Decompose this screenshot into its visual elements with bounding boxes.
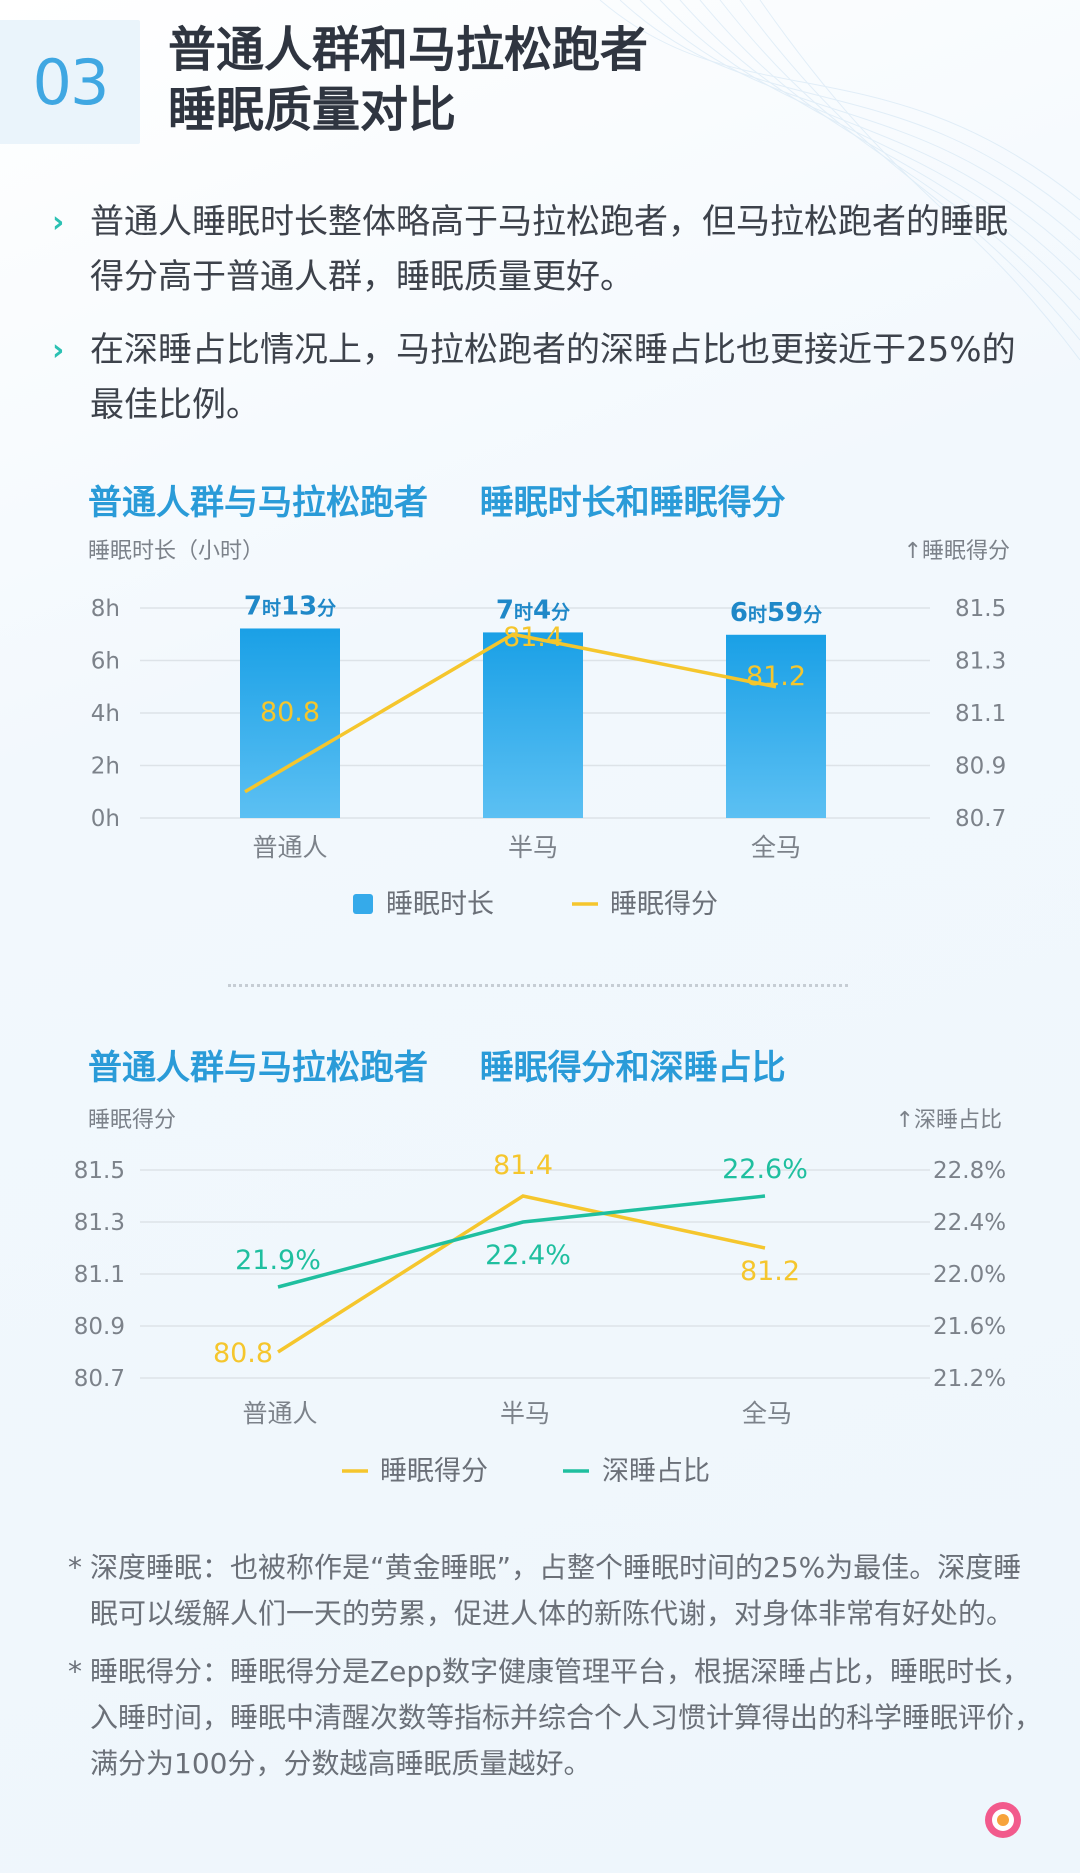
line-data-label: 81.4 — [503, 622, 563, 653]
y2-tick-label: 21.2% — [933, 1366, 1006, 1392]
y2-axis-label: ↑睡眠得分 — [904, 539, 1010, 564]
footnote-star: * — [68, 1551, 82, 1584]
line-data-label: 81.2 — [740, 1256, 800, 1287]
section-header: 03 普通人群和马拉松跑者 睡眠质量对比 — [0, 20, 1080, 144]
line-data-label: 81.2 — [746, 661, 806, 692]
legend-label: 睡眠得分 — [380, 1456, 488, 1487]
y2-tick-label: 80.7 — [955, 806, 1006, 832]
chart2-title-left: 普通人群与马拉松跑者 — [88, 1048, 428, 1088]
brand-logo-icon — [985, 1802, 1021, 1838]
x-tick-label: 半马 — [508, 833, 558, 862]
chart2-title-right: 睡眠得分和深睡占比 — [479, 1048, 786, 1088]
y-tick-label: 80.9 — [74, 1314, 125, 1340]
x-tick-label: 半马 — [500, 1399, 550, 1428]
line-data-label: 22.6% — [722, 1154, 808, 1185]
legend-swatch-bar — [353, 894, 373, 914]
bar-sleep-duration — [483, 632, 583, 818]
chart1-title: 普通人群与马拉松跑者 睡眠时长和睡眠得分 — [88, 475, 786, 524]
line-sleep-score — [244, 632, 777, 794]
y-tick-label: 2h — [91, 754, 120, 780]
section-divider — [228, 984, 848, 987]
y2-tick-label: 80.9 — [955, 754, 1006, 780]
y-tick-label: 80.7 — [74, 1366, 125, 1392]
y-tick-label: 4h — [91, 701, 120, 727]
summary-text: 普通人睡眠时长整体略高于马拉松跑者，但马拉松跑者的睡眠得分高于普通人群，睡眠质量… — [90, 202, 1008, 297]
chart2-title: 普通人群与马拉松跑者 睡眠得分和深睡占比 — [88, 1040, 786, 1089]
y2-tick-label: 22.8% — [933, 1158, 1006, 1184]
bar-sleep-duration — [726, 634, 826, 818]
footnotes: * 深度睡眠：也被称作是“黄金睡眠”，占整个睡眠时间的25%为最佳。深度睡眠可以… — [68, 1545, 1048, 1799]
chart2-score-deep-sleep: 睡眠得分 ↑深睡占比 81.5 22.8% 81.3 22.4% 81.1 22.0% 80.9… — [74, 1108, 1006, 1487]
legend-label: 深睡占比 — [602, 1456, 710, 1487]
footnote: * 睡眠得分：睡眠得分是Zepp数字健康管理平台，根据深睡占比，睡眠时长，入睡时… — [68, 1649, 1048, 1787]
y-tick-label: 6h — [91, 649, 120, 675]
bar-data-label: 7时13分 — [244, 591, 336, 621]
line-sleep-score — [277, 1194, 766, 1354]
line-data-label: 21.9% — [235, 1245, 321, 1276]
y-axis-label: 睡眠得分 — [88, 1108, 176, 1133]
y-tick-label: 0h — [91, 806, 120, 832]
line-deep-sleep — [277, 1194, 766, 1289]
line-data-label: 22.4% — [485, 1240, 571, 1271]
y2-tick-label: 81.1 — [955, 701, 1006, 727]
y2-axis-label: ↑深睡占比 — [896, 1108, 1002, 1133]
y2-tick-label: 22.4% — [933, 1210, 1006, 1236]
summary-item: › 在深睡占比情况上，马拉松跑者的深睡占比也更接近于25%的最佳比例。 — [52, 323, 1032, 433]
bar-data-label: 6时59分 — [730, 598, 822, 628]
title-line-1: 普通人群和马拉松跑者 — [168, 22, 649, 78]
summary-text: 在深睡占比情况上，马拉松跑者的深睡占比也更接近于25%的最佳比例。 — [90, 330, 1016, 425]
y2-tick-label: 21.6% — [933, 1314, 1006, 1340]
y-tick-label: 81.5 — [74, 1158, 125, 1184]
footnote-text: 深度睡眠：也被称作是“黄金睡眠”，占整个睡眠时间的25%为最佳。深度睡眠可以缓解… — [90, 1551, 1022, 1630]
y-tick-label: 81.1 — [74, 1262, 125, 1288]
chart1-title-left: 普通人群与马拉松跑者 — [88, 483, 428, 523]
section-number: 03 — [0, 20, 140, 144]
title-line-2: 睡眠质量对比 — [168, 82, 457, 138]
chart1-sleep-duration-score: 睡眠时长（小时） ↑睡眠得分 8h 81.5 6h 81.3 4h 81.1 2h 80.9 0h 8… — [88, 539, 1010, 920]
chart1-title-right: 睡眠时长和睡眠得分 — [479, 483, 786, 523]
line-data-label: 80.8 — [260, 697, 320, 728]
x-tick-label: 普通人 — [242, 1399, 317, 1428]
wave-decoration — [599, 0, 1080, 361]
x-tick-label: 普通人 — [252, 833, 327, 862]
line-data-label: 81.4 — [493, 1150, 553, 1181]
line-data-label: 80.8 — [213, 1338, 273, 1369]
summary-item: › 普通人睡眠时长整体略高于马拉松跑者，但马拉松跑者的睡眠得分高于普通人群，睡眠… — [52, 195, 1032, 305]
legend-label: 睡眠时长 — [386, 889, 494, 920]
y2-tick-label: 81.5 — [955, 596, 1006, 622]
y-axis-label: 睡眠时长（小时） — [88, 539, 264, 564]
chevron-right-icon: › — [52, 333, 65, 368]
footnote: * 深度睡眠：也被称作是“黄金睡眠”，占整个睡眠时间的25%为最佳。深度睡眠可以… — [68, 1545, 1048, 1637]
y2-tick-label: 22.0% — [933, 1262, 1006, 1288]
y-tick-label: 8h — [91, 596, 120, 622]
x-tick-label: 全马 — [742, 1399, 792, 1428]
footnote-text: 睡眠得分：睡眠得分是Zepp数字健康管理平台，根据深睡占比，睡眠时长，入睡时间，… — [90, 1655, 1043, 1780]
page-title: 普通人群和马拉松跑者 睡眠质量对比 — [168, 20, 928, 140]
y2-tick-label: 81.3 — [955, 649, 1006, 675]
summary-list: › 普通人睡眠时长整体略高于马拉松跑者，但马拉松跑者的睡眠得分高于普通人群，睡眠… — [52, 195, 1032, 451]
y-tick-label: 81.3 — [74, 1210, 125, 1236]
chevron-right-icon: › — [52, 205, 65, 240]
footnote-star: * — [68, 1655, 82, 1688]
bar-data-label: 7时4分 — [496, 595, 570, 625]
legend-label: 睡眠得分 — [610, 889, 718, 920]
x-tick-label: 全马 — [751, 833, 801, 862]
